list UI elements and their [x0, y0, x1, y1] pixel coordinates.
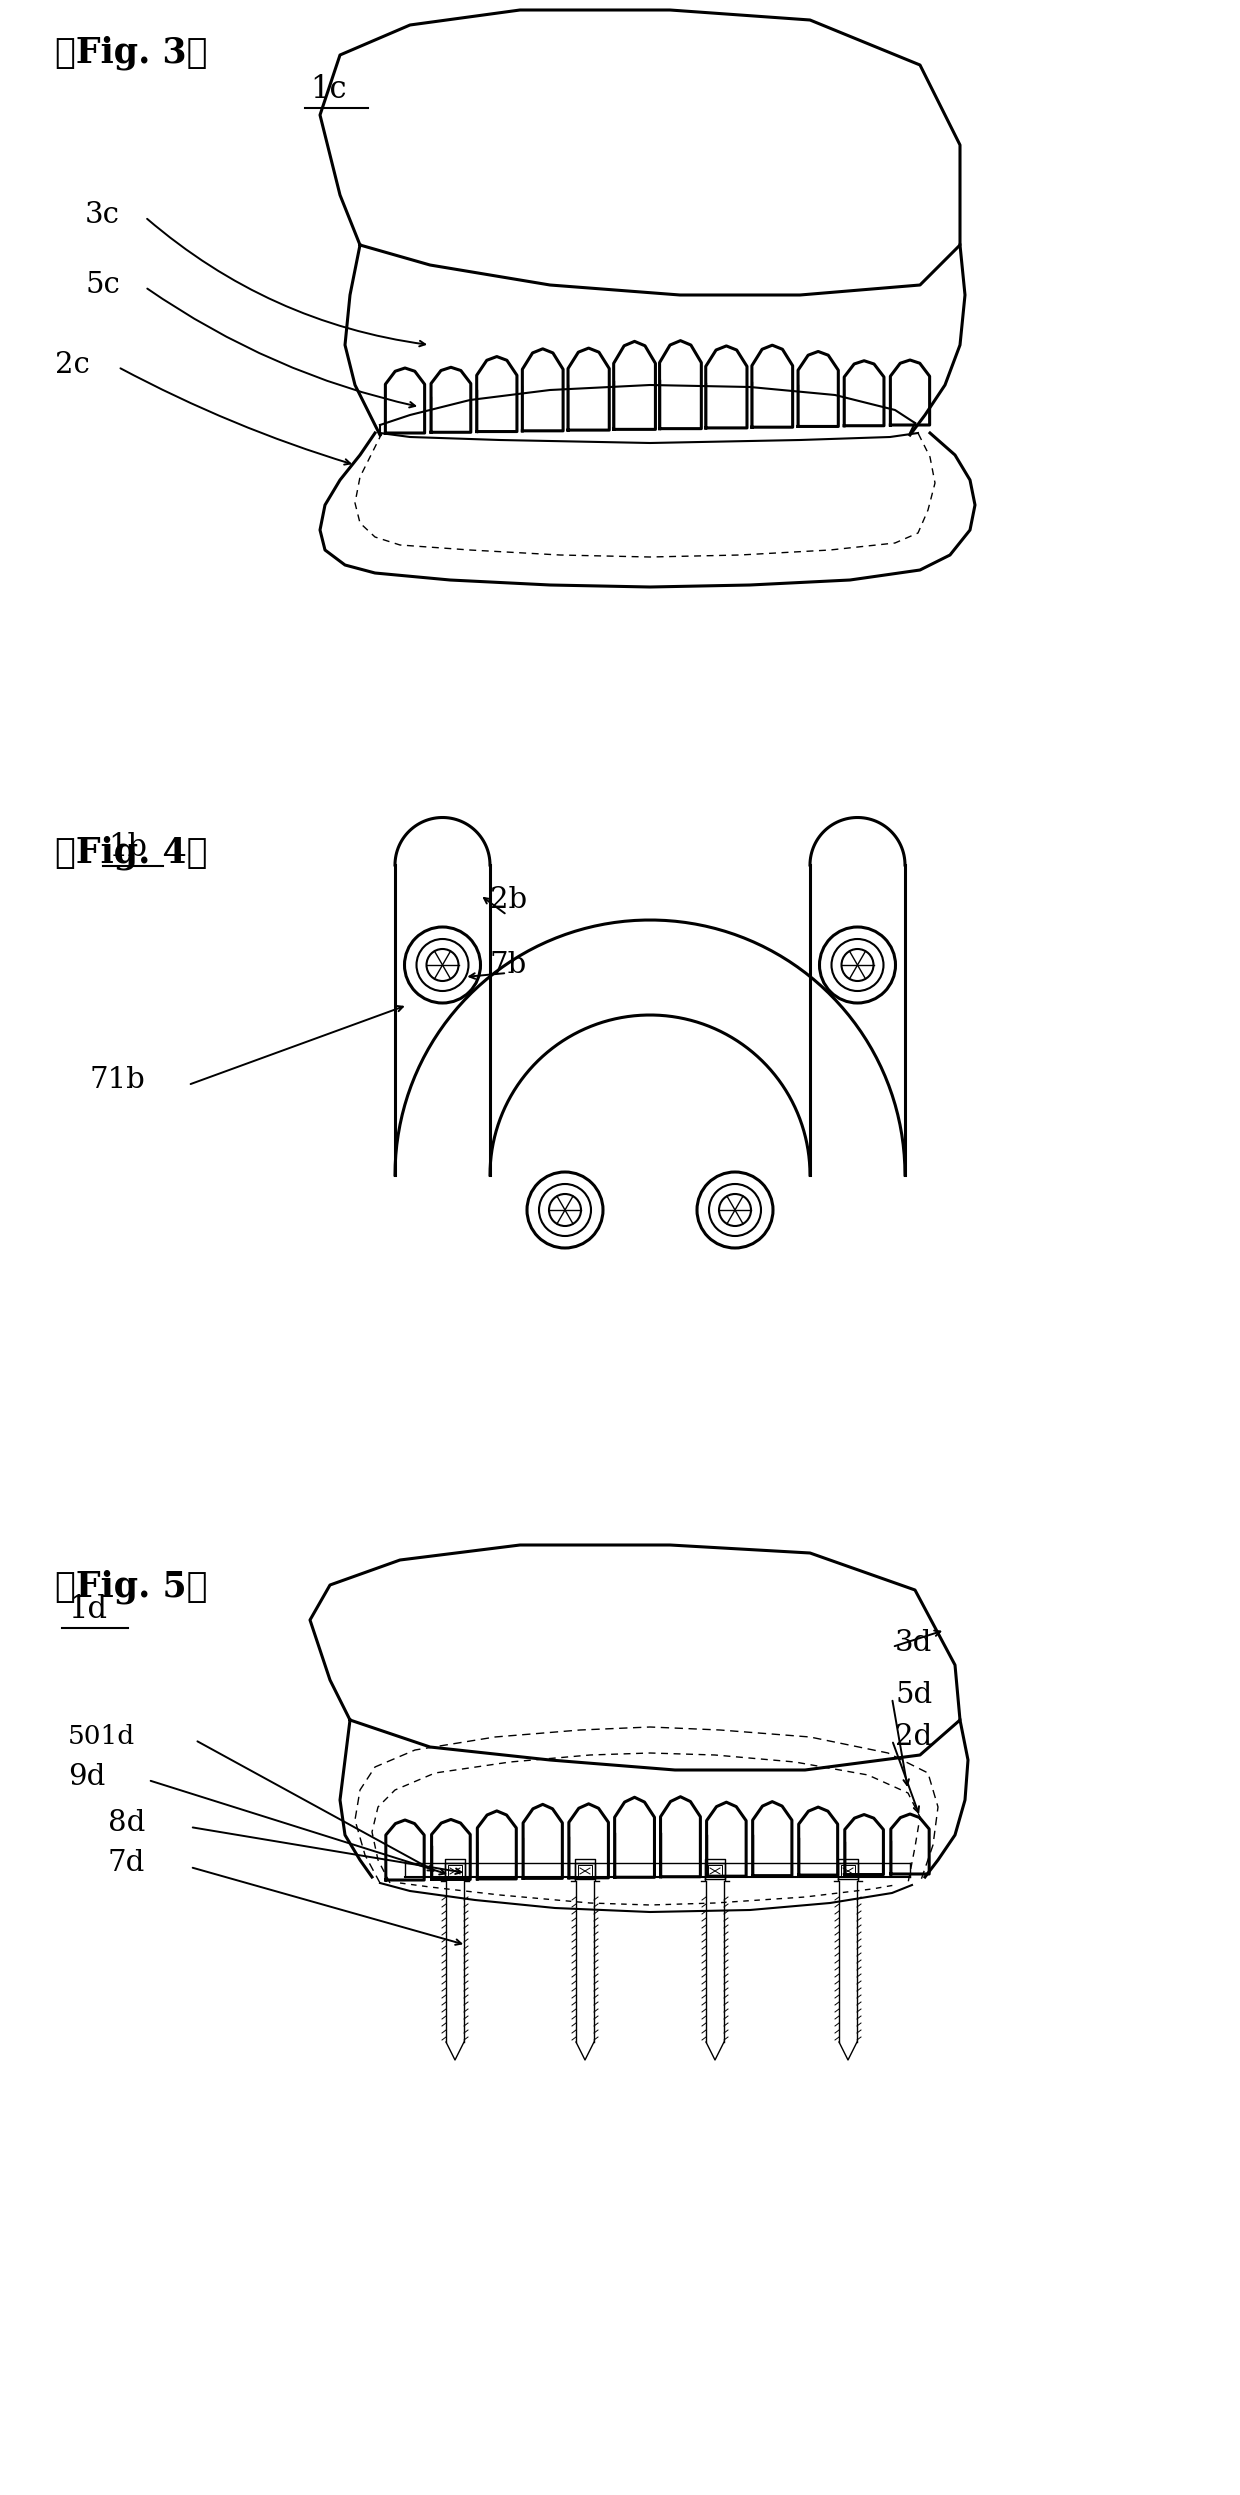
- Text: 2c: 2c: [55, 352, 89, 379]
- Text: 5d: 5d: [895, 1682, 932, 1709]
- Text: 1b: 1b: [108, 831, 148, 863]
- Text: 2d: 2d: [895, 1724, 932, 1751]
- Text: 1c: 1c: [310, 75, 346, 105]
- Text: 1d: 1d: [68, 1594, 107, 1624]
- Text: 5c: 5c: [86, 272, 120, 299]
- Text: 2b: 2b: [490, 886, 527, 913]
- Text: 8d: 8d: [108, 1809, 145, 1836]
- Text: 3d: 3d: [895, 1629, 932, 1657]
- Text: 「Fig. 3」: 「Fig. 3」: [55, 35, 207, 70]
- Text: 7b: 7b: [490, 951, 527, 978]
- Text: 7d: 7d: [108, 1849, 145, 1876]
- Text: 3c: 3c: [86, 202, 120, 230]
- Text: 9d: 9d: [68, 1764, 105, 1791]
- Text: 「Fig. 4」: 「Fig. 4」: [55, 836, 207, 868]
- Text: 501d: 501d: [68, 1724, 135, 1749]
- Text: 「Fig. 5」: 「Fig. 5」: [55, 1569, 207, 1604]
- Text: 71b: 71b: [91, 1065, 146, 1093]
